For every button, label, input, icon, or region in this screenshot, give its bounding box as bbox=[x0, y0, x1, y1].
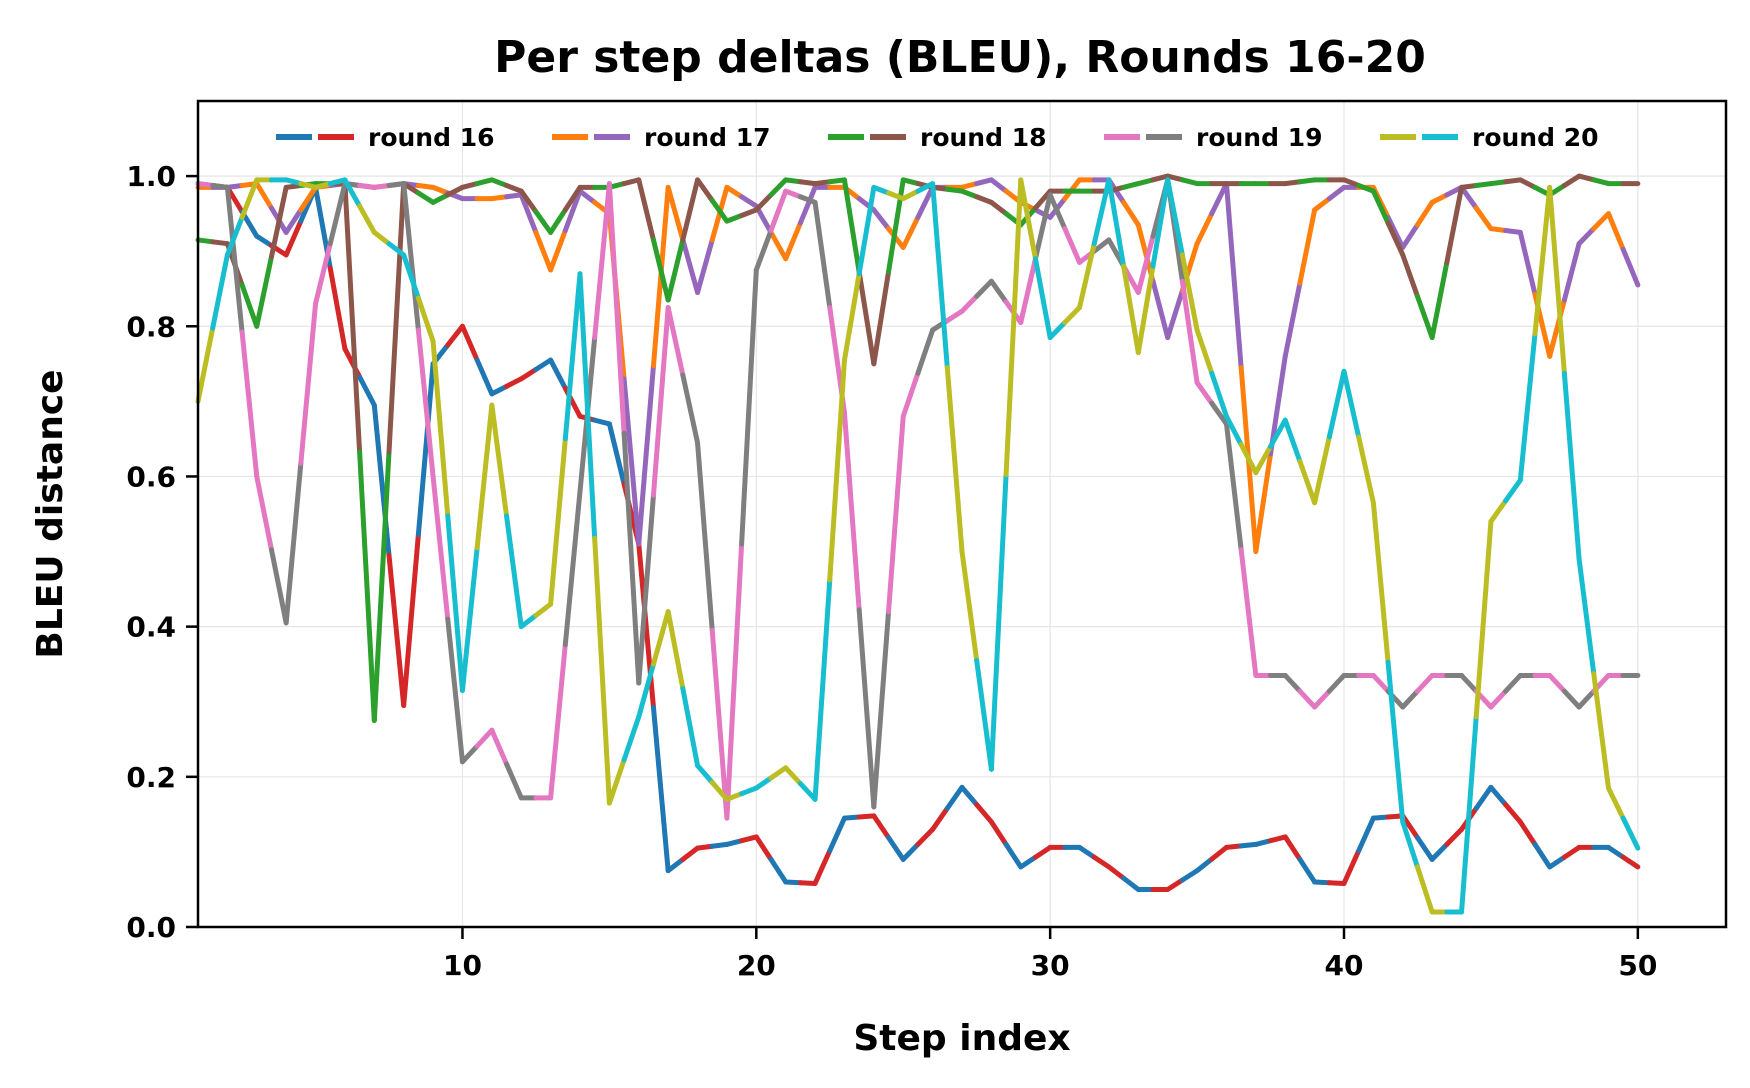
legend-item-round-16: round 16 bbox=[276, 123, 495, 152]
legend-label: round 20 bbox=[1472, 123, 1599, 152]
x-tick-label: 40 bbox=[1325, 949, 1364, 982]
series-round-18 bbox=[195, 173, 1641, 723]
legend-item-round-19: round 19 bbox=[1104, 123, 1323, 152]
x-tick-label: 10 bbox=[443, 949, 482, 982]
x-tick-label: 30 bbox=[1031, 949, 1070, 982]
x-axis-ticks: 10 20 30 40 50 bbox=[443, 927, 1657, 982]
legend-label: round 17 bbox=[644, 123, 771, 152]
y-axis-label: BLEU distance bbox=[30, 369, 71, 658]
y-tick-label: 0.0 bbox=[126, 911, 176, 944]
plot-frame bbox=[196, 99, 1728, 929]
series-lines bbox=[195, 173, 1641, 915]
legend-item-round-17: round 17 bbox=[552, 123, 771, 152]
y-tick-label: 0.2 bbox=[126, 761, 176, 794]
y-tick-label: 0.8 bbox=[126, 310, 176, 343]
x-tick-label: 50 bbox=[1618, 949, 1657, 982]
legend: round 16 round 17 round 18 round 19 round 20 bbox=[276, 123, 1599, 152]
y-tick-label: 0.6 bbox=[126, 460, 176, 493]
series-round-19 bbox=[195, 177, 1641, 821]
legend-item-round-20: round 20 bbox=[1380, 123, 1599, 152]
x-axis-label: Step index bbox=[853, 1018, 1070, 1059]
legend-label: round 19 bbox=[1196, 123, 1323, 152]
chart-title: Per step deltas (BLEU), Rounds 16-20 bbox=[494, 32, 1426, 83]
y-tick-label: 1.0 bbox=[126, 160, 176, 193]
legend-item-round-18: round 18 bbox=[828, 123, 1047, 152]
y-tick-label: 0.4 bbox=[126, 611, 176, 644]
legend-label: round 16 bbox=[368, 123, 495, 152]
series-round-20 bbox=[195, 177, 1641, 915]
legend-label: round 18 bbox=[920, 123, 1047, 152]
x-tick-label: 20 bbox=[737, 949, 776, 982]
y-axis-ticks: 0.0 0.2 0.4 0.6 0.8 1.0 bbox=[126, 160, 198, 944]
